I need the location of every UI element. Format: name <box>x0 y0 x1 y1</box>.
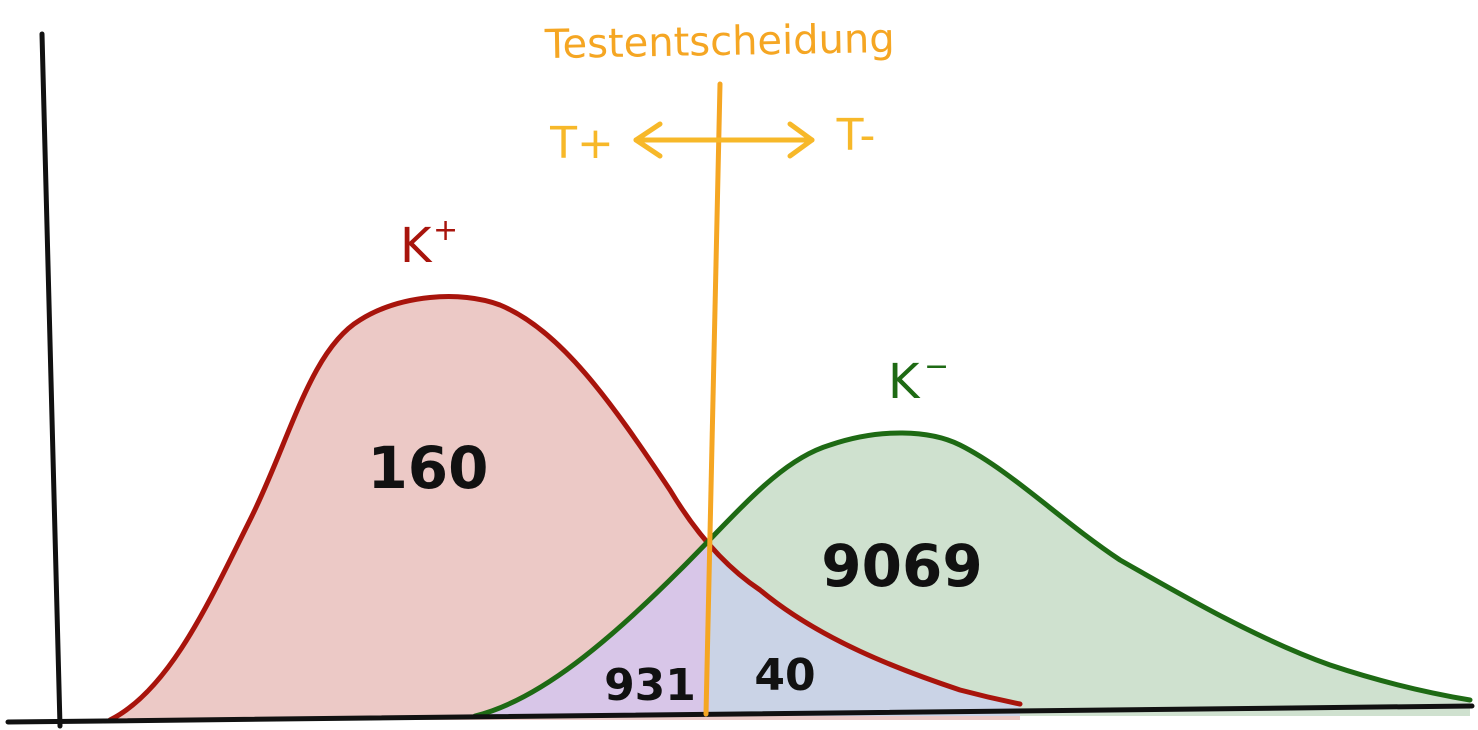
svg-text:+: + <box>433 213 458 248</box>
positive-curve <box>107 294 1023 723</box>
svg-text:K: K <box>888 354 921 410</box>
threshold-line <box>703 81 723 717</box>
true-positive-count: 160 <box>367 434 488 502</box>
negative-class-label: K − <box>888 349 949 410</box>
decision-left-label: T+ <box>549 118 614 169</box>
svg-text:K: K <box>400 218 433 274</box>
decision-title: Testentscheidung <box>543 16 895 68</box>
positive-class-label: K + <box>400 213 458 274</box>
false-negative-count: 40 <box>754 650 815 701</box>
decision-arrow <box>633 121 815 159</box>
y-axis <box>39 31 63 729</box>
decision-right-label: T- <box>836 110 876 161</box>
svg-text:−: − <box>924 349 949 384</box>
false-positive-count: 931 <box>604 660 696 711</box>
x-axis <box>5 703 1475 725</box>
true-negative-count: 9069 <box>821 532 982 600</box>
negative-curve <box>472 430 1473 719</box>
